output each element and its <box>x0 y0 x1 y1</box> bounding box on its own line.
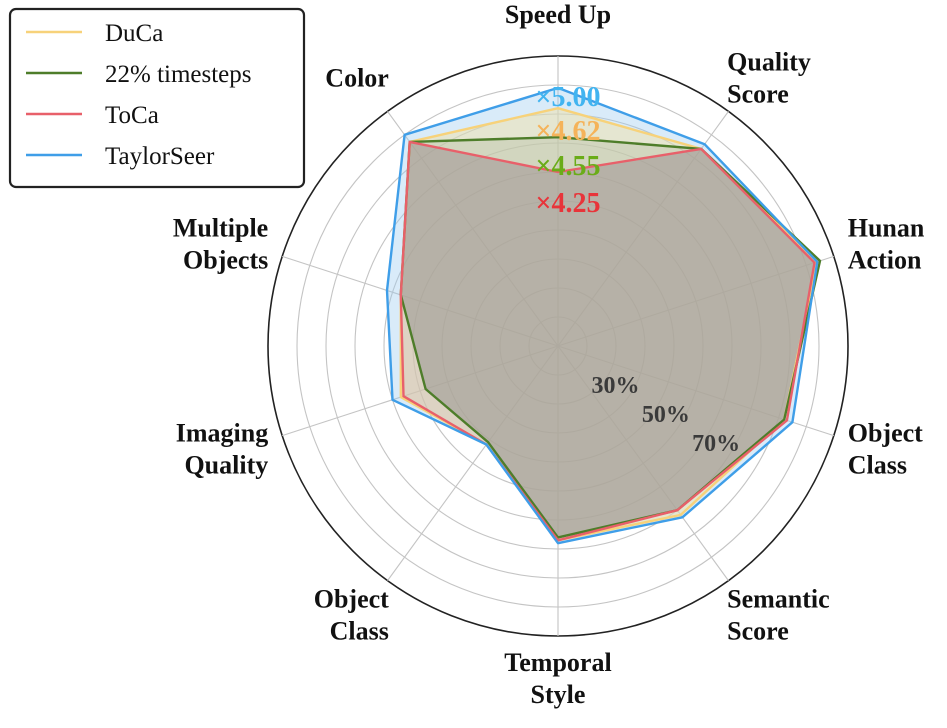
ring-labels: 30%50%70% <box>592 373 741 457</box>
speed-up-label: ×5.00 <box>536 82 601 113</box>
grid-spoke <box>557 111 729 347</box>
speed-up-label: ×4.25 <box>536 188 601 219</box>
legend-label: DuCa <box>105 20 163 47</box>
legend: DuCa 22% timesteps ToCa TaylorSeer <box>8 7 306 189</box>
speed-up-label: ×4.55 <box>536 151 601 182</box>
axis-labels: Speed Up Quality Score Hunan Action Object Cla… <box>173 0 925 709</box>
legend-box <box>8 7 306 189</box>
axis-label: Semantic Score <box>727 585 830 646</box>
legend-label: TaylorSeer <box>105 143 215 170</box>
series-fills <box>387 87 820 544</box>
grid-spoke <box>387 345 559 581</box>
axis-label: Speed Up <box>505 0 611 29</box>
axis-label: Hunan Action <box>848 213 925 274</box>
series-line <box>385 86 819 545</box>
series-fill <box>400 137 820 538</box>
axis-label: Object Class <box>848 419 923 480</box>
grid-spoke <box>557 345 729 581</box>
axis-label: Imaging Quality <box>176 419 268 480</box>
series-fill <box>400 108 818 541</box>
speed-up-label: ×4.62 <box>536 116 601 147</box>
series-fill <box>400 141 815 541</box>
grid-spoke <box>387 111 559 347</box>
radar-grid <box>267 55 849 637</box>
axis-label: Multiple Objects <box>173 213 268 274</box>
ring-tick-label: 70% <box>692 431 740 457</box>
grid-spoke <box>557 255 834 347</box>
grid-spoke <box>282 255 559 347</box>
series-lines <box>385 86 822 545</box>
legend-label: ToCa <box>105 102 159 129</box>
grid-spoke <box>282 345 559 437</box>
axis-label: Quality Score <box>727 47 811 108</box>
axis-label: Object Class <box>314 585 389 646</box>
axis-label: Color <box>325 63 389 92</box>
axis-label: Temporal Style <box>504 648 611 709</box>
ring-tick-label: 50% <box>642 402 690 428</box>
speed-up-labels: ×5.00×4.62 ×4.55 ×4.25 <box>536 82 601 219</box>
series-fill <box>387 87 818 544</box>
series-line <box>399 140 816 542</box>
overlap-fill <box>400 141 815 538</box>
legend-label: 22% timesteps <box>105 61 252 88</box>
ring-tick-label: 30% <box>592 373 640 399</box>
